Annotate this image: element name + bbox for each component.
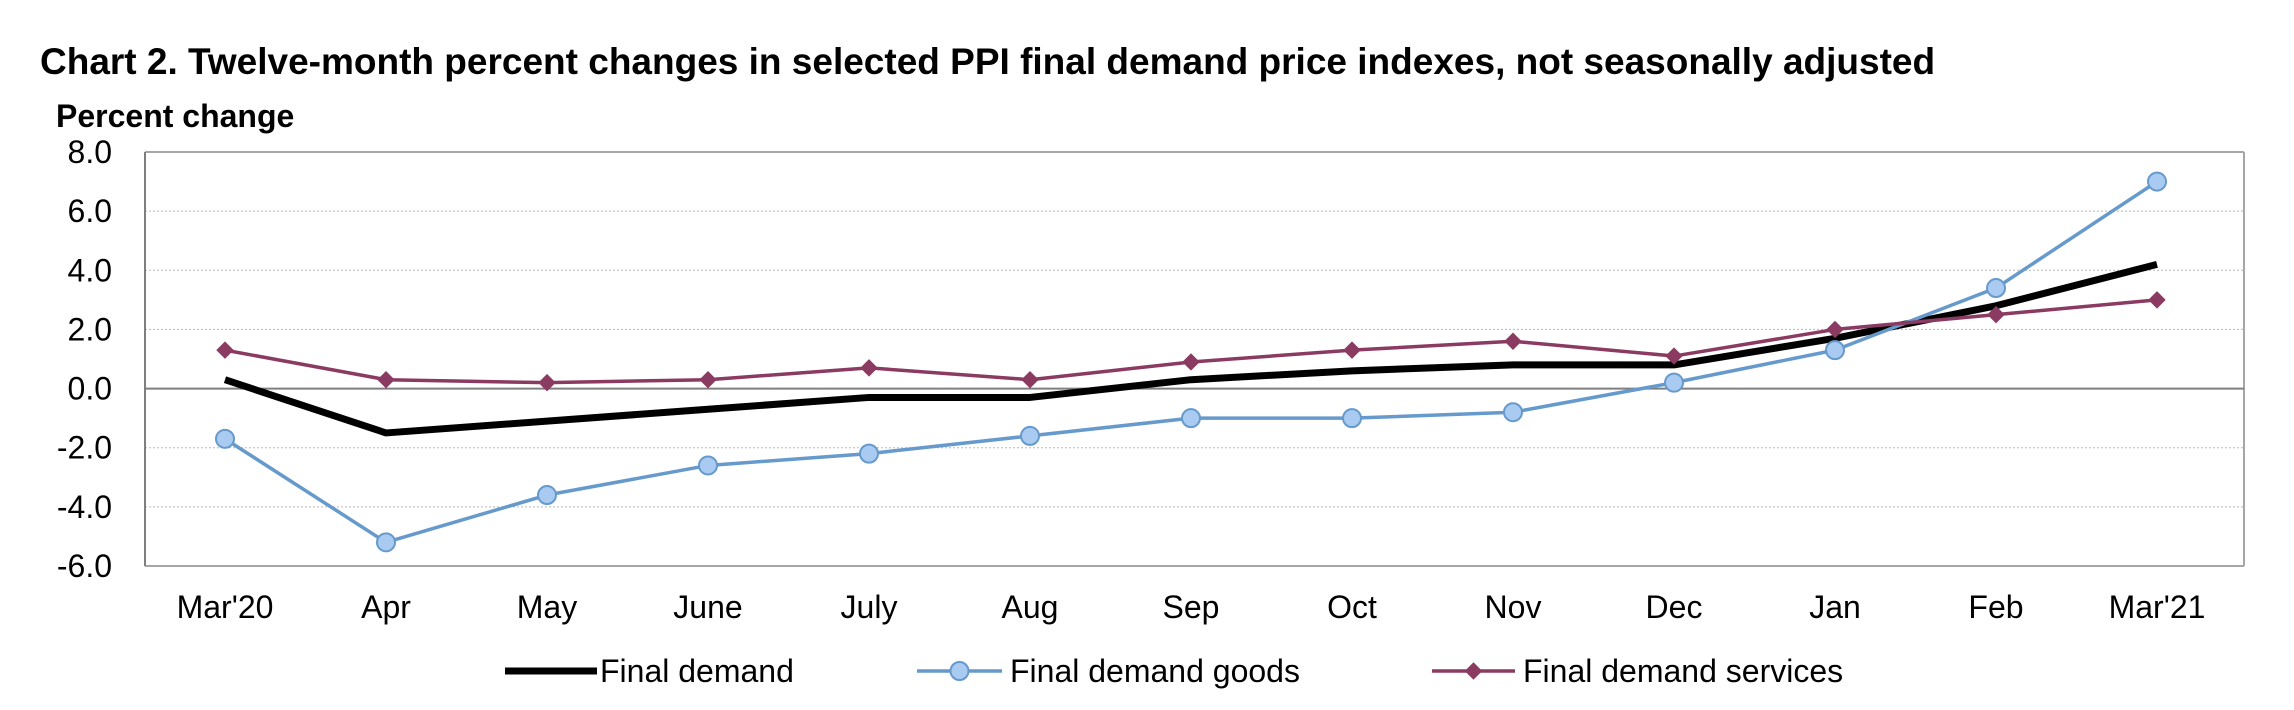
- gridlines: [145, 210, 2244, 508]
- data-point: [1987, 305, 2005, 324]
- x-tick-label: Feb: [1968, 589, 2023, 625]
- x-tick-label: May: [517, 589, 577, 625]
- data-point: [1986, 278, 2006, 299]
- legend-item: Final demand: [505, 653, 794, 689]
- y-tick-label: 0.0: [68, 371, 112, 407]
- x-tick-label: Mar'21: [2109, 589, 2206, 625]
- x-tick-label: Aug: [1002, 589, 1059, 625]
- x-tick-label: Jan: [1809, 589, 1861, 625]
- data-point: [376, 532, 396, 553]
- y-tick-label: -6.0: [57, 548, 112, 584]
- series-final-demand-services: [216, 291, 2166, 392]
- legend: Final demand Final demand goods Final dema…: [505, 653, 1843, 689]
- data-point: [215, 428, 235, 449]
- x-tick-label: June: [673, 589, 742, 625]
- x-tick-label: Nov: [1485, 589, 1542, 625]
- data-point: [2147, 171, 2167, 192]
- y-tick-label: 4.0: [68, 252, 112, 288]
- x-tick-label: Sep: [1163, 589, 1220, 625]
- y-axis-label: Percent change: [56, 98, 294, 134]
- data-point: [1504, 332, 1522, 350]
- y-tick-label: -4.0: [57, 489, 112, 525]
- data-point: [1825, 340, 1845, 361]
- legend-label: Final demand: [600, 653, 794, 689]
- data-point: [698, 455, 718, 476]
- x-tick-label: Apr: [361, 589, 411, 625]
- data-point: [1021, 370, 1039, 389]
- series-lines: [215, 171, 2167, 553]
- data-point: [1342, 408, 1362, 429]
- legend-label: Final demand goods: [1010, 653, 1300, 689]
- data-point: [1343, 341, 1361, 359]
- series-final-demand-goods: [215, 171, 2167, 553]
- series-final-demand: [223, 260, 2158, 437]
- data-point: [699, 370, 717, 389]
- x-tick-label: Oct: [1327, 589, 1377, 625]
- data-point: [860, 359, 878, 377]
- data-point: [1020, 425, 1040, 446]
- data-point: [377, 370, 395, 389]
- x-tick-labels: Mar'20 Apr May June July Aug Sep Oct Nov Dec Jan Fe…: [177, 589, 2206, 625]
- data-point: [859, 443, 879, 464]
- data-point: [1503, 402, 1523, 423]
- data-point: [2148, 291, 2166, 309]
- legend-item: Final demand goods: [917, 653, 1300, 689]
- y-tick-label: 6.0: [68, 193, 112, 229]
- y-tick-label: 2.0: [68, 311, 112, 347]
- data-point: [1665, 347, 1683, 365]
- legend-label: Final demand services: [1523, 653, 1843, 689]
- x-tick-label: Mar'20: [177, 589, 274, 625]
- data-point: [1826, 320, 1844, 339]
- data-point: [538, 373, 556, 392]
- x-tick-label: July: [841, 589, 898, 625]
- y-tick-labels: 8.0 6.0 4.0 2.0 0.0 -2.0 -4.0 -6.0: [57, 134, 112, 584]
- legend-marker: [1464, 662, 1483, 680]
- series-line: [223, 260, 2158, 437]
- data-point: [537, 485, 557, 506]
- data-point: [1181, 408, 1201, 429]
- y-tick-label: -2.0: [57, 430, 112, 466]
- y-tick-label: 8.0: [68, 134, 112, 170]
- data-point: [1182, 353, 1200, 371]
- legend-item: Final demand services: [1432, 653, 1843, 689]
- legend-marker: [949, 661, 970, 681]
- x-tick-label: Dec: [1646, 589, 1703, 625]
- data-point: [216, 341, 234, 359]
- axes: [144, 151, 2245, 567]
- data-point: [1664, 372, 1684, 393]
- chart-title: Chart 2. Twelve-month percent changes in…: [40, 41, 1935, 82]
